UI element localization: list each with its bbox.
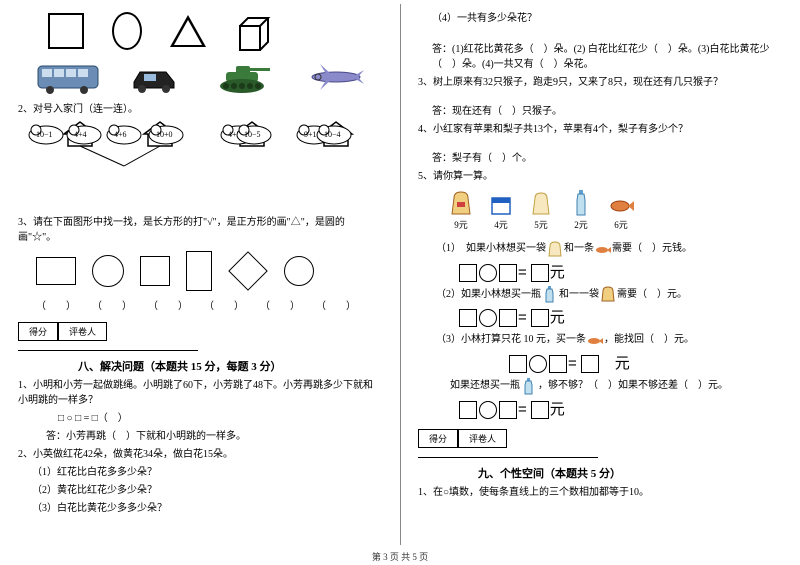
q3-text: 3、请在下面图形中找一找，是长方形的打"√"，是正方形的画"△"，是圆的画"☆"…: [18, 215, 382, 245]
items-row: 9元 4元 5元 2元 6元: [448, 188, 782, 231]
reviewer-label-9: 评卷人: [458, 429, 507, 448]
score-box-9: 得分 评卷人: [418, 429, 782, 448]
cat-3: 4+4: [64, 120, 104, 146]
bottle-inline-icon: [541, 285, 559, 303]
bus-icon: [36, 58, 108, 96]
fish-icon: [608, 188, 634, 218]
bottle2-inline-icon: [520, 377, 538, 395]
sub3: （3）小林打算只花 10 元，买一条，能找回（ ）元。: [436, 330, 782, 349]
circle-shape: [92, 255, 124, 287]
q8-2-2: （2）黄花比红花少多少朵？: [32, 483, 382, 498]
rect2-shape: [186, 251, 212, 291]
circle2-shape: [284, 256, 314, 286]
shapes-row-2: [36, 251, 382, 291]
reviewer-label: 评卷人: [58, 322, 107, 341]
triangle-shape: [170, 15, 206, 47]
score-label-9: 得分: [418, 429, 458, 448]
ans-combined: 答：(1)红花比黄花多（ ）朵。(2) 白花比红花少（ ）朵。(3)白花比黄花少…: [432, 42, 782, 72]
boxeq-3: = 元: [508, 352, 782, 373]
bottle-icon: [568, 188, 594, 218]
ans3-text: 答：现在还有（ ）只猴子。: [432, 104, 782, 119]
q4-text: （4）一共有多少朵花？: [432, 11, 782, 26]
box-icon: [488, 188, 514, 218]
shapes-row-1: [48, 12, 382, 50]
item-1: 9元: [448, 188, 474, 231]
parens-row: （ ）（ ）（ ）（ ）（ ）（ ）: [36, 297, 382, 312]
q8-1: 1、小明和小芳一起做跳绳。小明跳了60下，小芳跳了48下。小芳再跳多少下就和小明…: [18, 378, 382, 408]
bag-inline-icon: [546, 240, 564, 258]
tank-icon: [212, 58, 284, 96]
bag1-icon: [448, 188, 474, 218]
square2-shape: [140, 256, 170, 286]
page-footer: 第 3 页 共 5 页: [0, 550, 800, 563]
cat-7: 10−5: [234, 120, 274, 146]
ans4-text: 答：梨子有（ ）个。: [432, 151, 782, 166]
oval-shape: [112, 12, 142, 50]
plane-icon: [300, 58, 372, 96]
bag2-inline-icon: [599, 285, 617, 303]
section-8-title: 八、解决问题（本题共 15 分，每题 3 分）: [78, 358, 382, 374]
q2-text: 2、对号入家门（连一连）。: [18, 102, 382, 117]
cube-shape: [234, 14, 268, 48]
bag2-icon: [528, 188, 554, 218]
page-divider: [400, 4, 402, 545]
item-5: 6元: [608, 188, 634, 231]
q4b-text: 4、小红家有苹果和梨子共13个，苹果有4个，梨子有多少个？: [418, 122, 782, 137]
cat-1: 10−1: [26, 120, 66, 146]
item-3: 5元: [528, 188, 554, 231]
q8-2-1: （1）红花比白花多多少朵？: [32, 465, 382, 480]
sub4: 如果还想买一瓶，够不够？（ ）如果不够还差（ ）元。: [450, 376, 782, 395]
score-box-8: 得分 评卷人: [18, 322, 382, 341]
fish-inline-icon: [594, 240, 612, 258]
q8-2: 2、小英做红花42朵，做黄花34朵，做白花15朵。: [18, 447, 382, 462]
boxeq-4: =元: [458, 398, 782, 419]
matching-area: 8 10 9 6 10−1 4+6 4+4 10+0 4+2 9+1 10−5 …: [18, 120, 382, 212]
q3b-text: 3、树上原来有32只猴子，跑走9只，又来了8只，现在还有几只猴子？: [418, 75, 782, 90]
ans-1: 答：小芳再跳（ ）下就和小明跳的一样多。: [46, 429, 382, 444]
boxeq-1: =元: [458, 261, 782, 282]
section-9-title: 九、个性空间（本题共 5 分）: [478, 465, 782, 481]
rect-shape: [36, 257, 76, 285]
eq-1: □ ○ □ = □（ ）: [58, 411, 382, 426]
q8-2-3: （3）白花比黄花少多多少朵？: [32, 501, 382, 516]
item-4: 2元: [568, 188, 594, 231]
vehicles-row: [36, 58, 382, 96]
q5-text: 5、请你算一算。: [418, 169, 782, 184]
item-2: 4元: [488, 188, 514, 231]
cat-2: 4+6: [104, 120, 144, 146]
square-shape: [48, 13, 84, 49]
sub2: （2）如果小林想买一瓶和一一袋需要（ ）元。: [436, 285, 782, 304]
cat-4: 10+0: [146, 120, 186, 146]
fish2-inline-icon: [586, 331, 604, 349]
boxeq-2: =元: [458, 306, 782, 327]
q9-1: 1、在○填数，使每条直线上的三个数相加都等于10。: [418, 485, 782, 500]
car-icon: [124, 58, 196, 96]
sub1: （1） 如果小林想买一袋和一条需要（ ）元钱。: [436, 239, 782, 258]
score-label: 得分: [18, 322, 58, 341]
cat-8: 10−4: [314, 120, 354, 146]
diamond-shape: [228, 251, 268, 291]
